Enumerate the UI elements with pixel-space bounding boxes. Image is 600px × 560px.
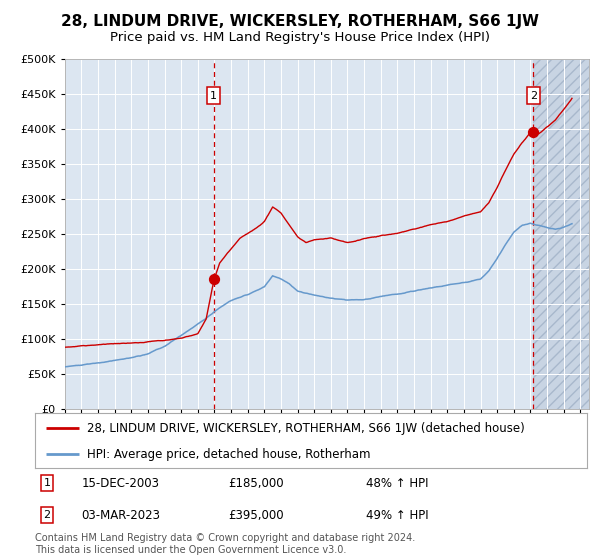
Text: 2: 2 bbox=[43, 510, 50, 520]
Text: 49% ↑ HPI: 49% ↑ HPI bbox=[366, 508, 428, 522]
Point bbox=[209, 275, 218, 284]
Text: 15-DEC-2003: 15-DEC-2003 bbox=[82, 477, 160, 489]
Text: £185,000: £185,000 bbox=[228, 477, 284, 489]
Text: 28, LINDUM DRIVE, WICKERSLEY, ROTHERHAM, S66 1JW (detached house): 28, LINDUM DRIVE, WICKERSLEY, ROTHERHAM,… bbox=[87, 422, 525, 435]
Text: Price paid vs. HM Land Registry's House Price Index (HPI): Price paid vs. HM Land Registry's House … bbox=[110, 31, 490, 44]
Text: 03-MAR-2023: 03-MAR-2023 bbox=[82, 508, 161, 522]
Text: HPI: Average price, detached house, Rotherham: HPI: Average price, detached house, Roth… bbox=[87, 448, 371, 461]
Text: £395,000: £395,000 bbox=[228, 508, 284, 522]
Text: 1: 1 bbox=[43, 478, 50, 488]
Text: 1: 1 bbox=[210, 91, 217, 101]
Text: 28, LINDUM DRIVE, WICKERSLEY, ROTHERHAM, S66 1JW: 28, LINDUM DRIVE, WICKERSLEY, ROTHERHAM,… bbox=[61, 14, 539, 29]
Text: Contains HM Land Registry data © Crown copyright and database right 2024.
This d: Contains HM Land Registry data © Crown c… bbox=[35, 533, 415, 555]
Text: 48% ↑ HPI: 48% ↑ HPI bbox=[366, 477, 428, 489]
Text: 2: 2 bbox=[530, 91, 537, 101]
Bar bbox=[533, 59, 589, 409]
Point bbox=[529, 128, 538, 137]
